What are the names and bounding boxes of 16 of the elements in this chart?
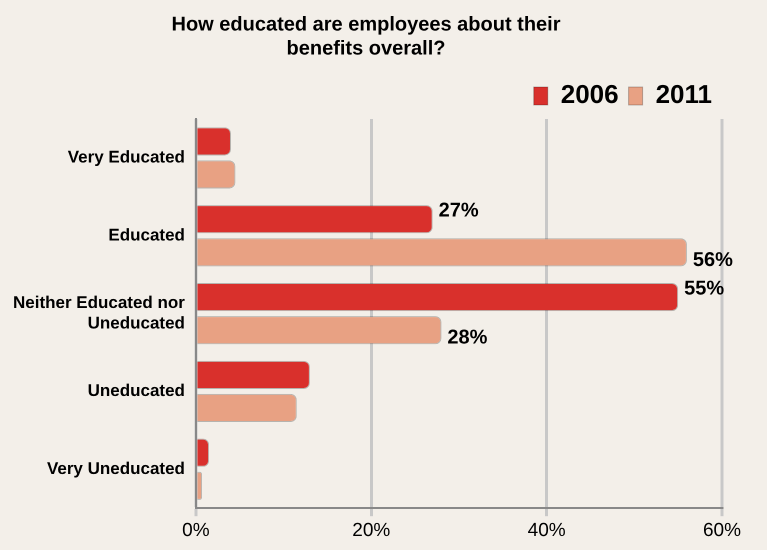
legend-label: 2006: [560, 79, 619, 110]
x-tick-label: 20%: [352, 520, 390, 541]
x-tick-label: 40%: [528, 520, 566, 541]
x-tick-label: 60%: [702, 520, 742, 541]
y-tick-label: Uneducated: [88, 381, 185, 400]
y-tick-label: Very Uneducated: [46, 458, 185, 478]
y-tick-label: Very Educated: [68, 148, 185, 167]
legend-label: 2011: [656, 79, 712, 110]
y-tick-label: Educated: [108, 225, 185, 244]
chart-title: How educated are employees about their benefits overall?: [172, 14, 561, 60]
data-label: 56%: [692, 248, 734, 271]
x-tick-label: 0%: [182, 520, 210, 541]
y-tick-label: Neither Educated nor Uneducated: [12, 293, 186, 332]
data-label: 28%: [447, 326, 488, 349]
data-label: 55%: [684, 278, 724, 300]
data-label: 27%: [438, 200, 479, 222]
